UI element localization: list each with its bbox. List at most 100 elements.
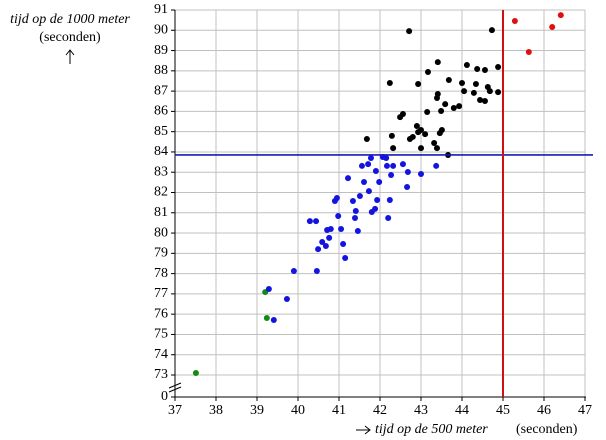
x-tick-label: 40 xyxy=(291,403,305,418)
y-tick-label: 77 xyxy=(154,286,168,301)
x-axis-label: tijd op de 500 meter xyxy=(375,422,488,437)
point xyxy=(313,218,320,225)
point xyxy=(459,80,465,86)
point xyxy=(557,12,564,19)
y-tick-label: 86 xyxy=(154,104,168,119)
point xyxy=(270,317,277,324)
x-tick-label: 43 xyxy=(414,403,428,418)
point xyxy=(326,234,333,241)
point xyxy=(434,59,441,66)
point xyxy=(365,161,372,168)
point xyxy=(433,145,440,152)
point xyxy=(383,155,390,162)
point xyxy=(404,184,411,191)
point xyxy=(367,155,374,162)
y-arrow xyxy=(65,49,75,64)
y-tick-label: 78 xyxy=(154,266,168,281)
y-tick-label: 83 xyxy=(154,164,168,179)
point xyxy=(354,228,361,235)
point xyxy=(431,140,438,147)
point xyxy=(290,267,297,274)
point xyxy=(406,28,413,35)
y-tick-label: 88 xyxy=(154,63,168,78)
point xyxy=(352,207,359,214)
point xyxy=(306,218,313,225)
point xyxy=(495,63,502,70)
point xyxy=(549,24,556,31)
point xyxy=(438,107,445,114)
y-tick-label: 76 xyxy=(154,306,168,321)
point xyxy=(388,172,395,179)
point xyxy=(333,194,340,201)
point xyxy=(372,205,379,212)
point xyxy=(390,145,397,152)
point xyxy=(356,192,363,199)
point xyxy=(422,131,429,138)
x-tick-label: 42 xyxy=(373,403,387,418)
point xyxy=(445,76,452,83)
y-tick-label: 85 xyxy=(154,124,168,139)
y-tick-label: 0 xyxy=(161,389,168,404)
y-tick-label: 75 xyxy=(154,327,168,342)
y-tick-label: 82 xyxy=(154,185,168,200)
point xyxy=(495,89,502,96)
point xyxy=(424,108,431,115)
point xyxy=(433,95,440,102)
point xyxy=(372,168,379,175)
point xyxy=(486,88,493,95)
point xyxy=(327,226,334,232)
point xyxy=(340,241,347,248)
point xyxy=(376,178,383,185)
point xyxy=(450,104,457,111)
point xyxy=(351,215,358,222)
point xyxy=(335,213,342,220)
point xyxy=(399,161,406,168)
y-tick-label: 81 xyxy=(154,205,168,220)
point xyxy=(474,66,481,73)
point xyxy=(397,114,404,121)
y-axis-label: tijd op de 1000 meter xyxy=(10,12,130,27)
point xyxy=(192,369,199,376)
point xyxy=(470,89,477,96)
x-tick-label: 47 xyxy=(578,403,592,418)
point xyxy=(525,48,532,55)
y-tick-label: 79 xyxy=(154,246,168,261)
y-tick-label: 91 xyxy=(154,2,168,17)
point xyxy=(461,88,468,95)
point xyxy=(488,27,495,34)
axis-break xyxy=(168,382,182,393)
point xyxy=(481,67,488,74)
point xyxy=(424,69,431,76)
point xyxy=(319,238,326,245)
y-tick-label: 87 xyxy=(154,83,168,98)
x-tick-label: 39 xyxy=(250,403,264,418)
point xyxy=(358,162,365,169)
point xyxy=(385,215,392,222)
point xyxy=(406,135,413,142)
point xyxy=(263,315,270,322)
point xyxy=(456,103,463,110)
point xyxy=(342,254,349,261)
point xyxy=(433,162,440,169)
point xyxy=(390,162,397,169)
point xyxy=(388,132,395,139)
x-tick-label: 45 xyxy=(496,403,510,418)
point xyxy=(349,198,356,205)
x-arrow xyxy=(356,425,371,435)
point xyxy=(386,80,393,86)
point xyxy=(415,81,422,88)
point xyxy=(477,97,484,104)
point xyxy=(404,169,411,176)
y-tick-label: 89 xyxy=(154,43,168,58)
x-tick-label: 37 xyxy=(168,403,182,418)
x-tick-label: 38 xyxy=(209,403,223,418)
point xyxy=(386,197,393,204)
point xyxy=(418,145,424,152)
point xyxy=(472,81,479,88)
point xyxy=(511,17,518,24)
point xyxy=(374,197,381,204)
x-tick-label: 41 xyxy=(332,403,346,418)
point xyxy=(442,101,449,108)
point xyxy=(383,162,390,169)
